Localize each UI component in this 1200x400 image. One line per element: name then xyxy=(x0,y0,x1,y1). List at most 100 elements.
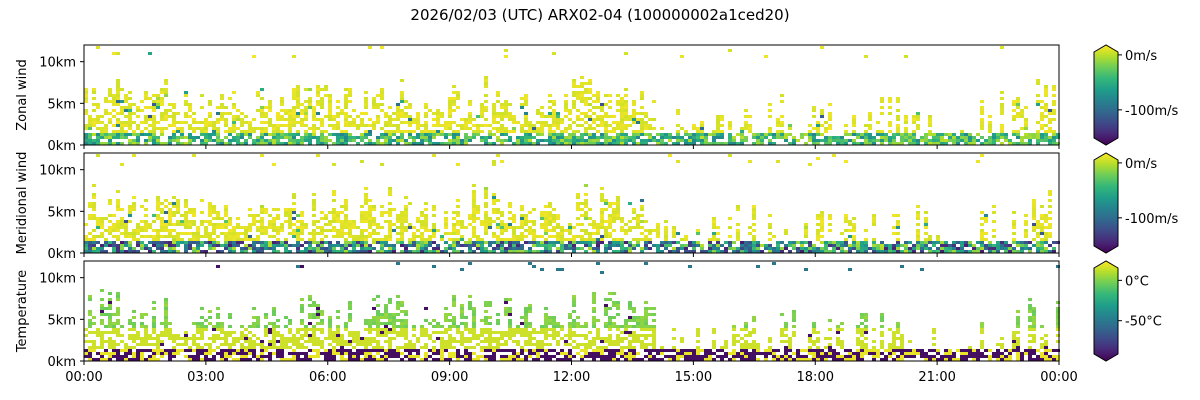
heatmap-cell xyxy=(296,250,300,253)
heatmap-cell xyxy=(112,244,116,247)
heatmap-cell xyxy=(392,244,396,247)
heatmap-cell xyxy=(332,163,336,166)
heatmap-cell xyxy=(344,226,348,229)
heatmap-cell xyxy=(992,250,996,253)
heatmap-cell xyxy=(476,235,480,238)
heatmap-cell xyxy=(396,217,400,220)
y-tick-label: 0km xyxy=(48,247,76,262)
heatmap-cell xyxy=(176,202,180,205)
heatmap-cell xyxy=(580,82,584,85)
heatmap-cell xyxy=(244,352,248,355)
heatmap-cell xyxy=(180,337,184,340)
heatmap-cell xyxy=(240,226,244,229)
heatmap-cell xyxy=(204,319,208,322)
heatmap-cell xyxy=(500,355,504,358)
heatmap-cell xyxy=(212,325,216,328)
heatmap-cell xyxy=(488,223,492,226)
heatmap-cell xyxy=(480,103,484,106)
heatmap-cell xyxy=(848,247,852,250)
heatmap-cell xyxy=(368,199,372,202)
heatmap-cell xyxy=(540,250,544,253)
heatmap-cell xyxy=(436,133,440,136)
heatmap-cell xyxy=(1000,124,1004,127)
heatmap-cell xyxy=(512,214,516,217)
heatmap-cell xyxy=(324,349,328,352)
heatmap-cell xyxy=(264,106,268,109)
heatmap-cell xyxy=(608,214,612,217)
heatmap-cell xyxy=(172,130,176,133)
heatmap-cell xyxy=(528,322,532,325)
heatmap-cell xyxy=(880,247,884,250)
heatmap-cell xyxy=(568,247,572,250)
heatmap-cell xyxy=(472,244,476,247)
heatmap-cell xyxy=(444,358,448,361)
heatmap-cell xyxy=(324,88,328,91)
heatmap-cell xyxy=(896,133,900,136)
heatmap-cell xyxy=(404,115,408,118)
heatmap-cell xyxy=(916,211,920,214)
heatmap-cell xyxy=(128,232,132,235)
heatmap-cell xyxy=(300,238,304,241)
heatmap-cell xyxy=(460,322,464,325)
heatmap-cell xyxy=(740,133,744,136)
heatmap-cell xyxy=(288,226,292,229)
heatmap-cell xyxy=(988,142,992,145)
heatmap-cell xyxy=(940,133,944,136)
heatmap-cell xyxy=(952,139,956,142)
heatmap-cell xyxy=(356,244,360,247)
heatmap-cell xyxy=(248,331,252,334)
heatmap-cell xyxy=(352,337,356,340)
heatmap-cell xyxy=(484,328,488,331)
heatmap-cell xyxy=(588,139,592,142)
heatmap-cell xyxy=(464,241,468,244)
heatmap-cell xyxy=(356,250,360,253)
heatmap-cell xyxy=(248,343,252,346)
heatmap-cell xyxy=(316,304,320,307)
heatmap-cell xyxy=(696,232,700,235)
heatmap-cell xyxy=(712,250,716,253)
heatmap-cell xyxy=(112,340,116,343)
heatmap-cell xyxy=(256,139,260,142)
heatmap-cell xyxy=(300,322,304,325)
heatmap-cell xyxy=(124,343,128,346)
heatmap-cell xyxy=(928,121,932,124)
heatmap-cell xyxy=(432,247,436,250)
heatmap-cell xyxy=(464,118,468,121)
heatmap-cell xyxy=(960,133,964,136)
heatmap-cell xyxy=(364,211,368,214)
heatmap-cell xyxy=(1052,103,1056,106)
heatmap-cell xyxy=(924,238,928,241)
heatmap-cell xyxy=(848,139,852,142)
heatmap-cell xyxy=(460,223,464,226)
heatmap-cell xyxy=(700,139,704,142)
heatmap-cell xyxy=(500,130,504,133)
heatmap-cell xyxy=(88,121,92,124)
heatmap-cell xyxy=(224,247,228,250)
heatmap-cell xyxy=(392,118,396,121)
heatmap-cell xyxy=(820,223,824,226)
heatmap-cell xyxy=(224,226,228,229)
heatmap-cell xyxy=(460,238,464,241)
heatmap-cell xyxy=(444,346,448,349)
heatmap-cell xyxy=(180,238,184,241)
heatmap-cell xyxy=(140,133,144,136)
heatmap-cell xyxy=(272,220,276,223)
heatmap-cell xyxy=(112,313,116,316)
heatmap-cell xyxy=(208,316,212,319)
heatmap-cell xyxy=(552,220,556,223)
heatmap-cell xyxy=(248,238,252,241)
heatmap-cell xyxy=(108,355,112,358)
heatmap-cell xyxy=(416,127,420,130)
heatmap-cell xyxy=(160,322,164,325)
heatmap-cell xyxy=(300,103,304,106)
heatmap-cell xyxy=(1052,133,1056,136)
heatmap-cell xyxy=(196,235,200,238)
heatmap-cell xyxy=(492,142,496,145)
heatmap-cell xyxy=(888,139,892,142)
heatmap-cell xyxy=(532,250,536,253)
heatmap-cell xyxy=(324,241,328,244)
heatmap-cell xyxy=(824,136,828,139)
heatmap-cell xyxy=(1048,127,1052,130)
heatmap-cell xyxy=(156,121,160,124)
heatmap-cell xyxy=(416,250,420,253)
